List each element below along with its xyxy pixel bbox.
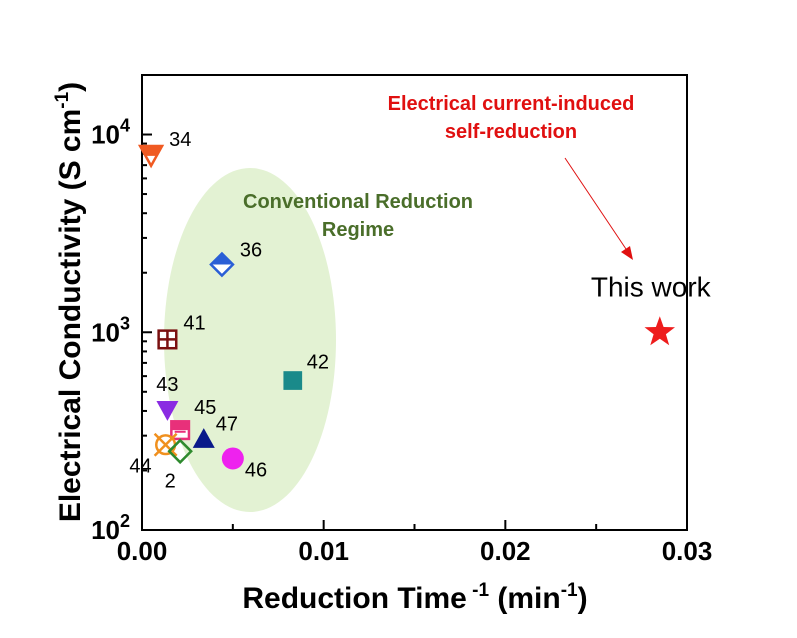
point-label-41: 41 xyxy=(183,312,205,334)
marker-43 xyxy=(156,401,179,421)
point-label-46: 46 xyxy=(245,459,267,481)
point-label-2: 2 xyxy=(165,470,176,492)
marker-44 xyxy=(153,432,178,457)
region-label-line2: Regime xyxy=(322,219,394,241)
marker-34 xyxy=(137,144,165,169)
callout-line1: Electrical current-induced xyxy=(388,93,635,115)
marker-42 xyxy=(283,371,303,390)
point-label-44: 44 xyxy=(129,456,151,478)
axis-tick-labels: 0.00 0.01 0.02 0.03 102 103 104 xyxy=(91,116,712,566)
x-tick-label: 0.02 xyxy=(480,536,531,566)
callout-arrowhead xyxy=(621,246,633,260)
x-tick-label: 0.01 xyxy=(298,536,349,566)
y-axis-title: Electrical Conductivity (S cm-1) xyxy=(52,82,87,522)
marker-47 xyxy=(192,428,215,448)
point-label-36: 36 xyxy=(240,240,262,262)
callout-line2: self-reduction xyxy=(445,121,577,143)
point-label-47: 47 xyxy=(216,414,238,436)
marker-46 xyxy=(221,447,244,470)
point-label-42: 42 xyxy=(307,352,329,374)
point-label-45: 45 xyxy=(194,397,216,419)
x-tick-label: 0.03 xyxy=(662,536,713,566)
y-tick-label: 104 xyxy=(91,116,130,150)
conventional-regime-region xyxy=(164,168,336,512)
point-label-43: 43 xyxy=(156,374,178,396)
x-axis-title: Reduction Time -1 (min-1) xyxy=(242,580,587,615)
marker-2 xyxy=(167,438,193,465)
marker-this-work xyxy=(644,316,675,346)
y-tick-label: 102 xyxy=(91,511,130,545)
region-label-line1: Conventional Reduction xyxy=(243,191,473,213)
y-tick-label: 103 xyxy=(91,313,130,347)
marker-36 xyxy=(209,251,235,278)
point-label-34: 34 xyxy=(169,129,191,151)
axis-ticks xyxy=(141,74,688,531)
x-tick-label: 0.00 xyxy=(117,536,168,566)
callout-arrow xyxy=(564,157,629,253)
marker-41 xyxy=(157,329,178,350)
point-label-this-work: This work xyxy=(591,271,712,302)
